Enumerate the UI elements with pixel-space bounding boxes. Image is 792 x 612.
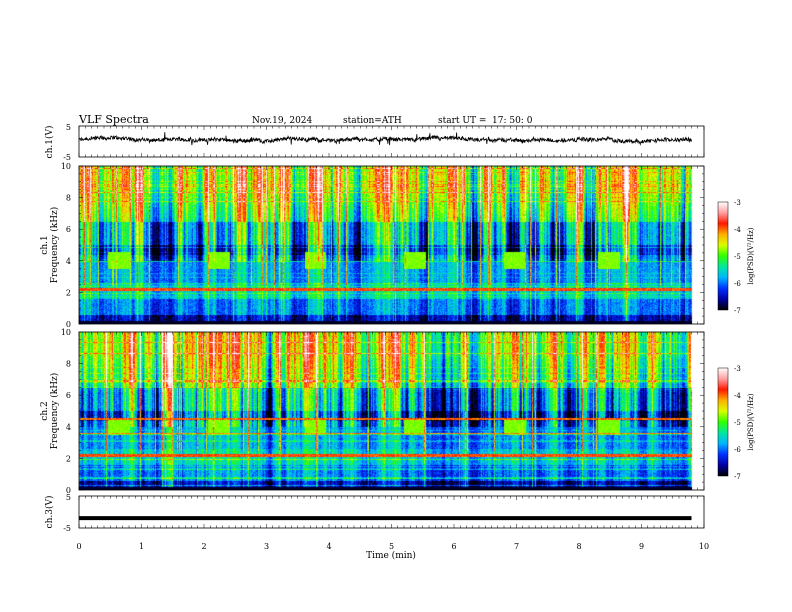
ch2-colorbar-label: log(PSD)(V²/Hz): [747, 393, 755, 450]
ch1-colorbar: [718, 202, 728, 310]
ch2-spec-ylabel-frequency: Frequency (kHz): [49, 373, 60, 450]
x-tick-label: 4: [326, 542, 331, 551]
x-tick-label: 1: [139, 542, 144, 551]
freq-tick-label: 4: [66, 257, 71, 266]
ch1-colorbar-label: log(PSD)(V²/Hz): [747, 227, 755, 284]
ch2-colorbar: [718, 368, 728, 476]
ch1-spectrogram-panel: 10 8 6 4 2 0 ch.1 Frequency (kHz) -3 -4 -5 -6…: [40, 162, 755, 329]
ch2-colorbar-tick: -5: [734, 419, 741, 427]
x-tick-label: 3: [264, 542, 269, 551]
x-tick-label: 5: [389, 542, 394, 551]
ch1-spec-ylabel-frequency: Frequency (kHz): [49, 207, 60, 284]
freq-tick-label: 8: [66, 194, 71, 203]
freq-tick-label: 6: [66, 391, 71, 400]
figure-title: VLF Spectra: [78, 113, 149, 126]
ch3-tick-marks: [78, 496, 705, 528]
ch1-ytick-top: 5: [66, 123, 71, 132]
station-label: station=ATH: [343, 116, 402, 126]
ch1-spectrogram-image-wrap: [79, 166, 704, 324]
x-tick-label: 2: [201, 542, 206, 551]
ch1-colorbar-tick: -5: [734, 253, 741, 261]
start-ut-label: start UT =: [438, 116, 486, 126]
ch1-waveform-line: [78, 132, 692, 146]
ch3-ylabel: ch.3(V): [44, 496, 55, 529]
x-tick-label: 8: [576, 542, 581, 551]
ch1-frame: [78, 125, 705, 158]
ch2-spectrogram-image-wrap: [79, 332, 704, 490]
ch1-spec-ylabel-channel: ch.1: [40, 235, 50, 254]
ch3-frame: [78, 495, 705, 529]
date-label: Nov.19, 2024: [252, 116, 313, 126]
freq-tick-label: 0: [66, 486, 71, 495]
ch3-panel: 5 -5 ch.3(V): [44, 493, 705, 533]
ch1-colorbar-tick: -6: [734, 280, 741, 288]
ch1-tick-marks: [78, 126, 705, 157]
start-ut-value: 17: 50: 0: [492, 116, 533, 126]
ch2-spec-ylabel-channel: ch.2: [40, 401, 50, 420]
ch3-ytick-top: 5: [66, 493, 71, 502]
ch1-colorbar-tick: -3: [734, 199, 741, 207]
ch3-ytick-bottom: -5: [63, 524, 71, 533]
ch2-spectrogram-heatmap: [79, 332, 704, 490]
x-tick-label: 0: [76, 542, 81, 551]
ch1-panel: 5 -5 ch.1(V): [44, 123, 705, 162]
freq-tick-label: 8: [66, 360, 71, 369]
x-tick-label: 7: [514, 542, 519, 551]
freq-tick-label: 6: [66, 225, 71, 234]
ch2-freq-ticks: 10 8 6 4 2 0: [61, 328, 705, 495]
ch2-colorbar-tick: -3: [734, 365, 741, 373]
x-tick-label: 10: [699, 542, 709, 551]
freq-tick-label: 0: [66, 320, 71, 329]
freq-tick-label: 2: [66, 454, 71, 463]
freq-tick-label: 10: [61, 162, 71, 171]
x-axis-label: Time (min): [366, 550, 416, 561]
ch1-colorbar-tick: -7: [734, 307, 741, 315]
ch1-colorbar-tick: -4: [734, 226, 741, 234]
ch1-ytick-bottom: -5: [63, 153, 71, 162]
freq-tick-label: 10: [61, 328, 71, 337]
ch2-colorbar-tick: -7: [734, 473, 741, 481]
freq-tick-label: 2: [66, 288, 71, 297]
ch2-colorbar-frame: [717, 367, 729, 477]
ch1-freq-ticks: 10 8 6 4 2 0: [61, 162, 705, 329]
x-tick-label: 9: [639, 542, 644, 551]
ch1-spectrogram-heatmap: [79, 166, 704, 324]
ch2-colorbar-tick: -6: [734, 446, 741, 454]
ch1-colorbar-frame: [717, 201, 729, 311]
freq-tick-label: 4: [66, 423, 71, 432]
x-tick-label: 6: [451, 542, 456, 551]
ch1-ylabel: ch.1(V): [44, 126, 55, 159]
time-axis: 0 1 2 3 4 5 6 7 8 9 10 Time (min): [76, 542, 709, 561]
ch2-spectrogram-panel: 10 8 6 4 2 0 ch.2 Frequency (kHz) -3 -4 -5 -6…: [40, 328, 755, 495]
ch2-colorbar-tick: -4: [734, 392, 741, 400]
